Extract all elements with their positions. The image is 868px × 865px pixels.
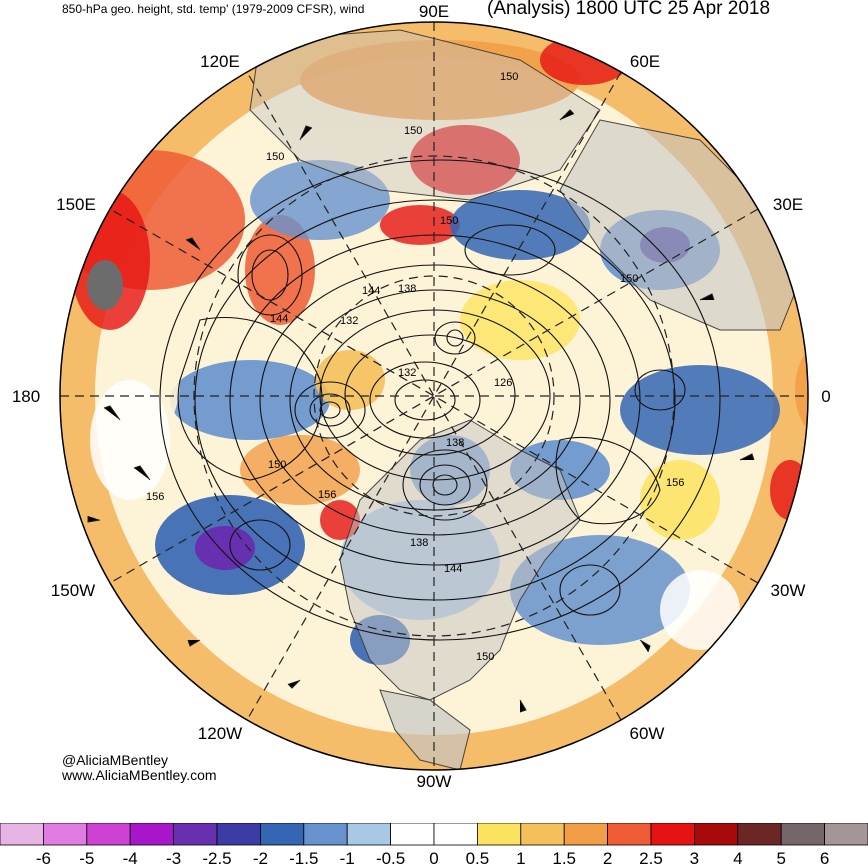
polar-map: 150 150 150 150 150 144 138 144 132 132 … xyxy=(12,2,831,791)
colorbar-cell xyxy=(390,823,435,846)
colorbar-cell xyxy=(607,823,652,846)
colorbar-cell xyxy=(43,823,88,846)
longitude-labels: 90E 60E 30E 0 30W 60W 90W 120W 150W 180 … xyxy=(12,2,831,791)
contour-label: 144 xyxy=(444,563,462,575)
colorbar-tick-label: -1.5 xyxy=(289,849,318,865)
colorbar-tick-label: -5 xyxy=(79,849,94,865)
temperature-anomaly-fill xyxy=(60,35,808,665)
colorbar-tick-label: -0.5 xyxy=(376,849,405,865)
contour-label: 150 xyxy=(500,71,518,83)
colorbar-tick-label: 1 xyxy=(516,849,525,865)
contour-label: 132 xyxy=(398,367,416,379)
contour-label: 132 xyxy=(340,315,358,327)
contour-label: 144 xyxy=(362,285,380,297)
colorbar-tick-label: -3 xyxy=(166,849,181,865)
lon-label-120e: 120E xyxy=(200,52,240,71)
lon-label-180: 180 xyxy=(12,387,40,406)
land-masses xyxy=(249,29,801,770)
contour-label: 150 xyxy=(268,459,286,471)
colorbar-cell xyxy=(520,823,565,846)
wind-barbs xyxy=(87,109,755,713)
contour-label: 150 xyxy=(440,215,458,227)
colorbar-tick-label: 6 xyxy=(820,849,829,865)
height-contours xyxy=(159,159,721,641)
colorbar-cell xyxy=(129,823,174,846)
contour-label: 150 xyxy=(266,151,284,163)
contour-label: 138 xyxy=(410,537,428,549)
colorbar: -6 -5 -4 -3 -2.5 -2 -1.5 -1 -0.5 0 0.5 1 1.5 2 2.5 3 4 5 6 xyxy=(0,823,868,865)
lon-label-60e: 60E xyxy=(630,52,660,71)
colorbar-tick-label: -4 xyxy=(123,849,138,865)
lon-label-120w: 120W xyxy=(198,724,242,743)
contour-labels: 150 150 150 150 150 144 138 144 132 132 … xyxy=(146,71,684,663)
contour-label: 126 xyxy=(494,377,512,389)
colorbar-ticks: -6 -5 -4 -3 -2.5 -2 -1.5 -1 -0.5 0 0.5 1 1.5 2 2.5 3 4 5 6 xyxy=(36,849,829,865)
contour-label: 150 xyxy=(404,125,422,137)
colorbar-tick-label: -2 xyxy=(253,849,268,865)
colorbar-cell xyxy=(86,823,131,846)
colorbar-tick-label: -2.5 xyxy=(202,849,231,865)
map-boundary xyxy=(59,21,809,771)
lon-label-60w: 60W xyxy=(630,724,665,743)
colorbar-tick-label: 2 xyxy=(603,849,612,865)
colorbar-cell xyxy=(173,823,218,846)
colorbar-cell xyxy=(737,823,782,846)
credit-twitter: @AliciaMBentley xyxy=(62,752,169,768)
contour-label: 150 xyxy=(476,651,494,663)
credit-website: www.AliciaMBentley.com xyxy=(62,767,217,783)
colorbar-cell xyxy=(650,823,695,846)
graticule xyxy=(60,22,808,770)
colorbar-cell xyxy=(346,823,392,846)
colorbar-cell xyxy=(216,823,261,846)
lon-label-150e: 150E xyxy=(56,195,96,214)
colorbar-tick-label: 3 xyxy=(690,849,699,865)
colorbar-cell xyxy=(563,823,609,846)
contour-label: 156 xyxy=(318,489,336,501)
valid-time-title: (Analysis) 1800 UTC 25 Apr 2018 xyxy=(487,0,771,19)
colorbar-tick-label: 4 xyxy=(733,849,742,865)
colorbar-cell xyxy=(0,823,44,846)
colorbar-cell xyxy=(780,823,826,846)
contour-label: 156 xyxy=(666,477,684,489)
contour-label: 138 xyxy=(398,283,416,295)
colorbar-tick-label: 0.5 xyxy=(466,849,490,865)
lon-label-150w: 150W xyxy=(51,581,95,600)
lon-label-30w: 30W xyxy=(771,581,806,600)
lon-label-30e: 30E xyxy=(773,195,803,214)
colorbar-cells xyxy=(0,823,868,846)
colorbar-tick-label: -6 xyxy=(36,849,51,865)
colorbar-cell xyxy=(694,823,739,846)
lon-label-90e: 90E xyxy=(419,2,449,21)
colorbar-cell xyxy=(259,823,305,846)
contour-label: 144 xyxy=(270,313,288,325)
colorbar-cell xyxy=(303,823,348,846)
colorbar-cell xyxy=(824,823,868,846)
colorbar-cell xyxy=(433,823,478,846)
colorbar-tick-label: 2.5 xyxy=(639,849,663,865)
contour-label: 150 xyxy=(620,273,638,285)
colorbar-tick-label: 1.5 xyxy=(552,849,576,865)
colorbar-cell xyxy=(476,823,522,846)
contour-label: 138 xyxy=(446,437,464,449)
contour-label: 156 xyxy=(146,491,164,503)
lon-label-0: 0 xyxy=(821,387,830,406)
colorbar-tick-label: 0 xyxy=(429,849,438,865)
map-title: 850-hPa geo. height, std. temp' (1979-20… xyxy=(62,2,365,16)
colorbar-tick-label: -1 xyxy=(340,849,355,865)
colorbar-tick-label: 5 xyxy=(776,849,785,865)
lon-label-90w: 90W xyxy=(417,772,452,791)
